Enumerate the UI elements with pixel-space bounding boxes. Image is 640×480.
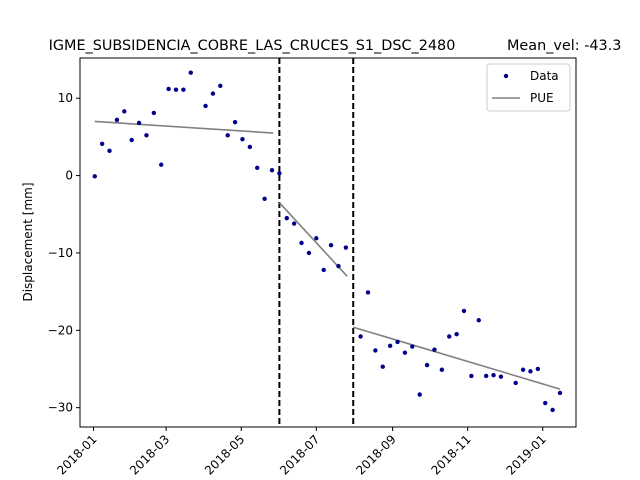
data-point — [299, 240, 304, 246]
y-tick-label: −20 — [48, 323, 73, 337]
data-point — [550, 407, 555, 413]
data-point — [543, 400, 548, 406]
data-point — [122, 109, 127, 114]
y-tick-label: −10 — [48, 246, 73, 260]
data-point — [306, 250, 312, 256]
chart-title: IGME_SUBSIDENCIA_COBRE_LAS_CRUCES_S1_DSC… — [49, 38, 456, 54]
data-point — [328, 243, 334, 248]
data-point — [284, 215, 289, 221]
data-point — [92, 174, 97, 179]
x-tick-label: 2018-07 — [277, 432, 322, 477]
data-point — [476, 318, 481, 323]
data-point — [240, 137, 245, 142]
data-point — [395, 339, 400, 345]
data-point — [136, 120, 142, 126]
data-point — [461, 308, 467, 314]
data-point — [520, 367, 526, 372]
data-point — [513, 380, 518, 386]
x-tick-label: 2018-11 — [428, 432, 473, 477]
trend-segment — [353, 326, 561, 390]
data-point — [380, 364, 385, 369]
data-point — [107, 148, 112, 154]
data-point — [173, 87, 179, 92]
y-tick-label: 0 — [65, 169, 73, 183]
trend-segment — [278, 202, 348, 277]
data-point — [291, 221, 297, 226]
x-tick-label: 2018-09 — [353, 432, 398, 477]
data-point — [387, 343, 393, 348]
legend: Data PUE — [486, 63, 571, 112]
data-point — [129, 137, 134, 143]
data-point — [114, 117, 120, 123]
data-point — [181, 87, 186, 92]
x-tick-label: 2018-01 — [54, 432, 99, 477]
data-point — [218, 83, 223, 89]
data-point — [498, 374, 504, 379]
plot-frame — [79, 57, 577, 428]
y-tick-label: 10 — [58, 91, 73, 105]
data-point — [417, 392, 422, 397]
data-point — [469, 373, 474, 379]
data-point — [343, 245, 349, 250]
data-point — [144, 133, 149, 138]
legend-marker — [503, 73, 509, 79]
data-point — [424, 362, 430, 368]
data-point — [232, 120, 238, 125]
y-tick-label: −30 — [48, 401, 73, 415]
data-point — [491, 372, 496, 378]
legend-label: PUE — [530, 91, 554, 105]
data-point — [535, 366, 541, 372]
data-point — [247, 144, 253, 150]
data-point — [99, 141, 105, 147]
data-point — [336, 263, 341, 269]
x-tick-label: 2018-03 — [127, 432, 172, 477]
data-point — [528, 369, 533, 374]
data-point — [203, 103, 208, 109]
x-tick-label: 2018-05 — [202, 432, 247, 477]
data-point — [225, 133, 230, 138]
chart-title-mean-velocity: Mean_vel: -43.3 — [507, 38, 621, 54]
data-point — [447, 334, 452, 339]
data-point — [557, 390, 563, 396]
data-point — [151, 110, 157, 116]
data-point — [262, 196, 267, 201]
data-point — [166, 86, 171, 92]
data-point — [314, 236, 319, 241]
data-point — [483, 373, 489, 379]
data-point — [439, 367, 445, 372]
data-point — [365, 290, 371, 295]
data-point — [255, 165, 260, 171]
data-point — [269, 167, 275, 173]
data-point — [432, 347, 437, 352]
trend-segment — [94, 120, 274, 134]
data-point — [410, 344, 415, 349]
data-point — [358, 334, 363, 339]
x-tick-label: 2019-01 — [504, 432, 549, 477]
data-point — [277, 171, 282, 176]
data-point — [188, 70, 193, 75]
data-point — [159, 162, 164, 167]
data-point — [454, 331, 459, 337]
data-point — [210, 91, 216, 96]
data-point — [321, 267, 326, 273]
y-axis-label: Displacement [mm] — [21, 182, 35, 301]
legend-label: Data — [530, 69, 559, 83]
data-point — [373, 348, 378, 353]
data-point — [402, 350, 408, 355]
